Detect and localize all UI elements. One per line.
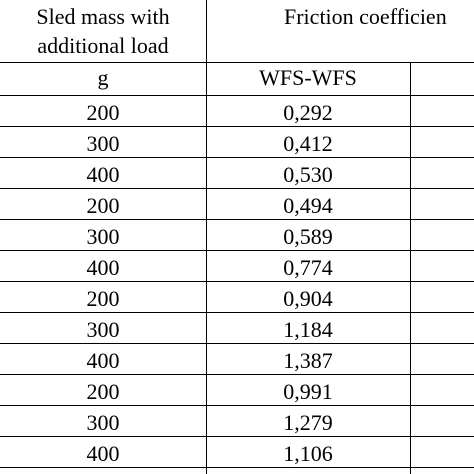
units-wfs-wfs: WFS-WFS	[259, 65, 357, 90]
row-divider	[0, 374, 474, 375]
cell-mass: 200	[86, 193, 120, 218]
table-row: 300 1,184	[0, 314, 474, 345]
cell-wfs: 1,184	[283, 317, 333, 342]
cell-mass: 300	[86, 410, 120, 435]
header-divider	[0, 62, 474, 63]
table-row: 400 0,774	[0, 252, 474, 283]
cell-mass: 400	[86, 162, 120, 187]
column-divider	[206, 0, 207, 474]
row-divider	[0, 467, 474, 468]
header-friction-coefficient: Friction coefficien	[206, 0, 474, 62]
units-mass: g	[97, 65, 109, 90]
cell-wfs: 0,292	[283, 100, 333, 125]
cell-mass: 400	[86, 348, 120, 373]
row-divider	[0, 188, 474, 189]
cell-wfs: 0,589	[283, 224, 333, 249]
row-divider	[0, 250, 474, 251]
table-row: 300 0,412	[0, 128, 474, 159]
cell-wfs: 0,774	[283, 255, 333, 280]
cell-wfs: 0,412	[283, 131, 333, 156]
cell-wfs: 0,991	[283, 379, 333, 404]
header-friction-coefficient-text: Friction coefficien	[284, 4, 447, 29]
cell-mass: 300	[86, 131, 120, 156]
units-row: g WFS-WFS	[0, 62, 474, 93]
row-divider	[0, 157, 474, 158]
table-row: 400 0,530	[0, 159, 474, 190]
table-row: 200 0,494	[0, 190, 474, 221]
cell-mass: 200	[86, 100, 120, 125]
row-divider	[0, 436, 474, 437]
table-row: 200 0,991	[0, 376, 474, 407]
table-row: 200 0,292	[0, 97, 474, 128]
cell-wfs: 0,904	[283, 286, 333, 311]
row-divider	[0, 312, 474, 313]
cell-mass: 200	[86, 379, 120, 404]
table-row: 400 1,106	[0, 438, 474, 469]
header-sled-mass-line1: Sled mass with	[36, 4, 170, 29]
cell-wfs: 1,387	[283, 348, 333, 373]
cell-mass: 200	[86, 286, 120, 311]
table-row: 300 0,589	[0, 221, 474, 252]
header-sled-mass-line2: additional load	[37, 33, 169, 58]
row-divider	[0, 405, 474, 406]
column-divider	[410, 62, 411, 474]
cell-mass: 300	[86, 317, 120, 342]
cell-mass: 400	[86, 441, 120, 466]
units-divider	[0, 95, 474, 96]
row-divider	[0, 343, 474, 344]
table-row: 400 1,387	[0, 345, 474, 376]
cell-mass: 400	[86, 255, 120, 280]
cell-wfs: 0,530	[283, 162, 333, 187]
cell-wfs: 1,106	[283, 441, 333, 466]
cell-wfs: 1,279	[283, 410, 333, 435]
header-sled-mass: Sled mass with additional load	[0, 0, 206, 62]
row-divider	[0, 219, 474, 220]
row-divider	[0, 281, 474, 282]
cell-wfs: 0,494	[283, 193, 333, 218]
table-row: 200 0,904	[0, 283, 474, 314]
cell-mass: 300	[86, 224, 120, 249]
row-divider	[0, 126, 474, 127]
table-row: 300 1,279	[0, 407, 474, 438]
